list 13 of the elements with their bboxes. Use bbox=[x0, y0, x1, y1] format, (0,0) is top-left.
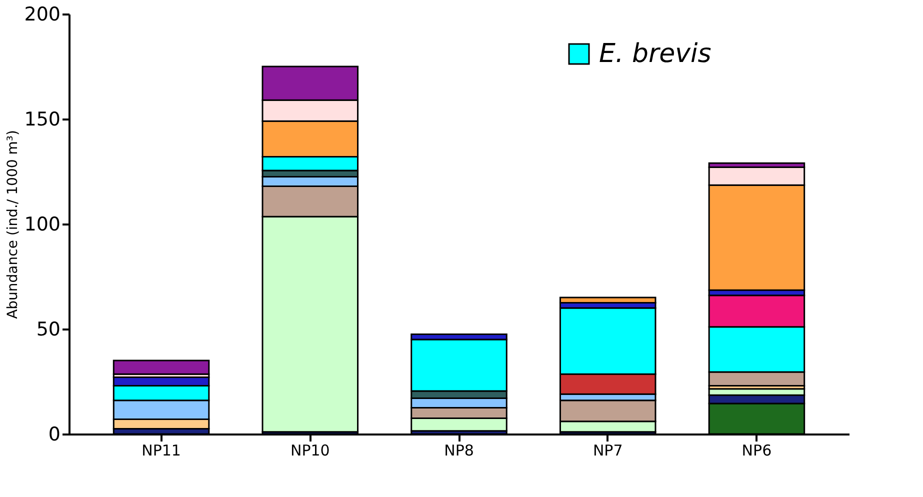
x-tick-label: NP6 bbox=[742, 442, 772, 460]
legend-label: E. brevis bbox=[599, 39, 712, 69]
x-tick-label: NP7 bbox=[592, 442, 623, 460]
x-tick-label: NP8 bbox=[444, 442, 474, 460]
x-tick-label: NP11 bbox=[142, 442, 181, 460]
y-axis-title: Abundance (ind./ 1000 m³) bbox=[5, 130, 22, 319]
x-tick-label: NP10 bbox=[290, 442, 330, 460]
y-tick-label: 0 bbox=[48, 424, 60, 446]
y-tick-label: 150 bbox=[24, 108, 60, 130]
bar bbox=[112, 360, 210, 375]
y-tick-label: 50 bbox=[36, 318, 60, 340]
y-tick-label: 100 bbox=[24, 214, 60, 236]
y-tick-label: 200 bbox=[24, 4, 60, 26]
